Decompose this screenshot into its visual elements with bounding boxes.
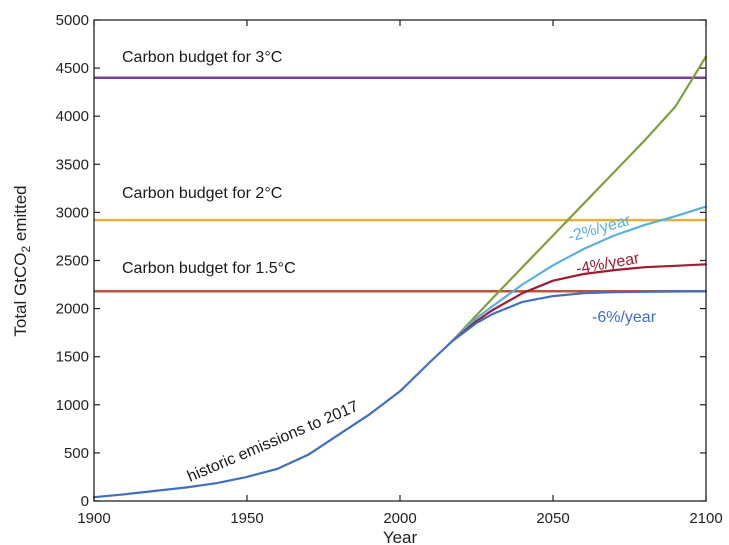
series-label-4: -6%/year [592, 309, 657, 326]
x-tick-label-2: 2000 [383, 510, 416, 527]
series-line-0 [92, 340, 454, 499]
y-tick-label-4: 2000 [56, 301, 89, 318]
series-line-3 [450, 263, 708, 343]
axis-ticks: 1900 1950 2000 2050 2100 0 500 1000 1500 2000 2500… [56, 12, 723, 527]
x-tick-label-3: 2050 [536, 510, 569, 527]
y-tick-label-7: 3500 [56, 156, 89, 173]
budget-label-1: Carbon budget for 2°C [122, 185, 282, 202]
series-label-3: -4%/year [575, 250, 642, 278]
y-axis-label: Total GtCO2 emitted [11, 185, 33, 336]
series-line-4 [450, 290, 708, 343]
series-label-0: historic emissions to 2017 [185, 398, 361, 486]
x-tick-label-1: 1950 [230, 510, 263, 527]
y-tick-label-0: 0 [81, 493, 89, 510]
x-tick-label-0: 1900 [77, 510, 110, 527]
annotations: Carbon budget for 3°C Carbon budget for 2… [122, 49, 657, 486]
series-line-1 [450, 55, 708, 343]
y-axis-label-suffix: emitted [11, 185, 30, 245]
y-tick-label-8: 4000 [56, 108, 89, 125]
y-tick-label-2: 1000 [56, 397, 89, 414]
budget-label-0: Carbon budget for 3°C [122, 49, 282, 66]
y-tick-label-5: 2500 [56, 253, 89, 270]
y-axis-label-subscript: 2 [19, 246, 33, 253]
y-tick-label-6: 3000 [56, 204, 89, 221]
series-line-2 [450, 205, 708, 343]
y-tick-label-9: 4500 [56, 60, 89, 77]
x-tick-label-4: 2100 [689, 510, 722, 527]
series-lines [92, 55, 708, 499]
y-tick-label-10: 5000 [56, 12, 89, 29]
budget-label-2: Carbon budget for 1.5°C [122, 260, 296, 277]
y-tick-label-3: 1500 [56, 349, 89, 366]
budget-lines [94, 76, 706, 293]
x-axis-label: Year [383, 528, 418, 545]
y-axis-label-main: Total GtCO [11, 253, 30, 337]
y-tick-label-1: 500 [64, 445, 89, 462]
